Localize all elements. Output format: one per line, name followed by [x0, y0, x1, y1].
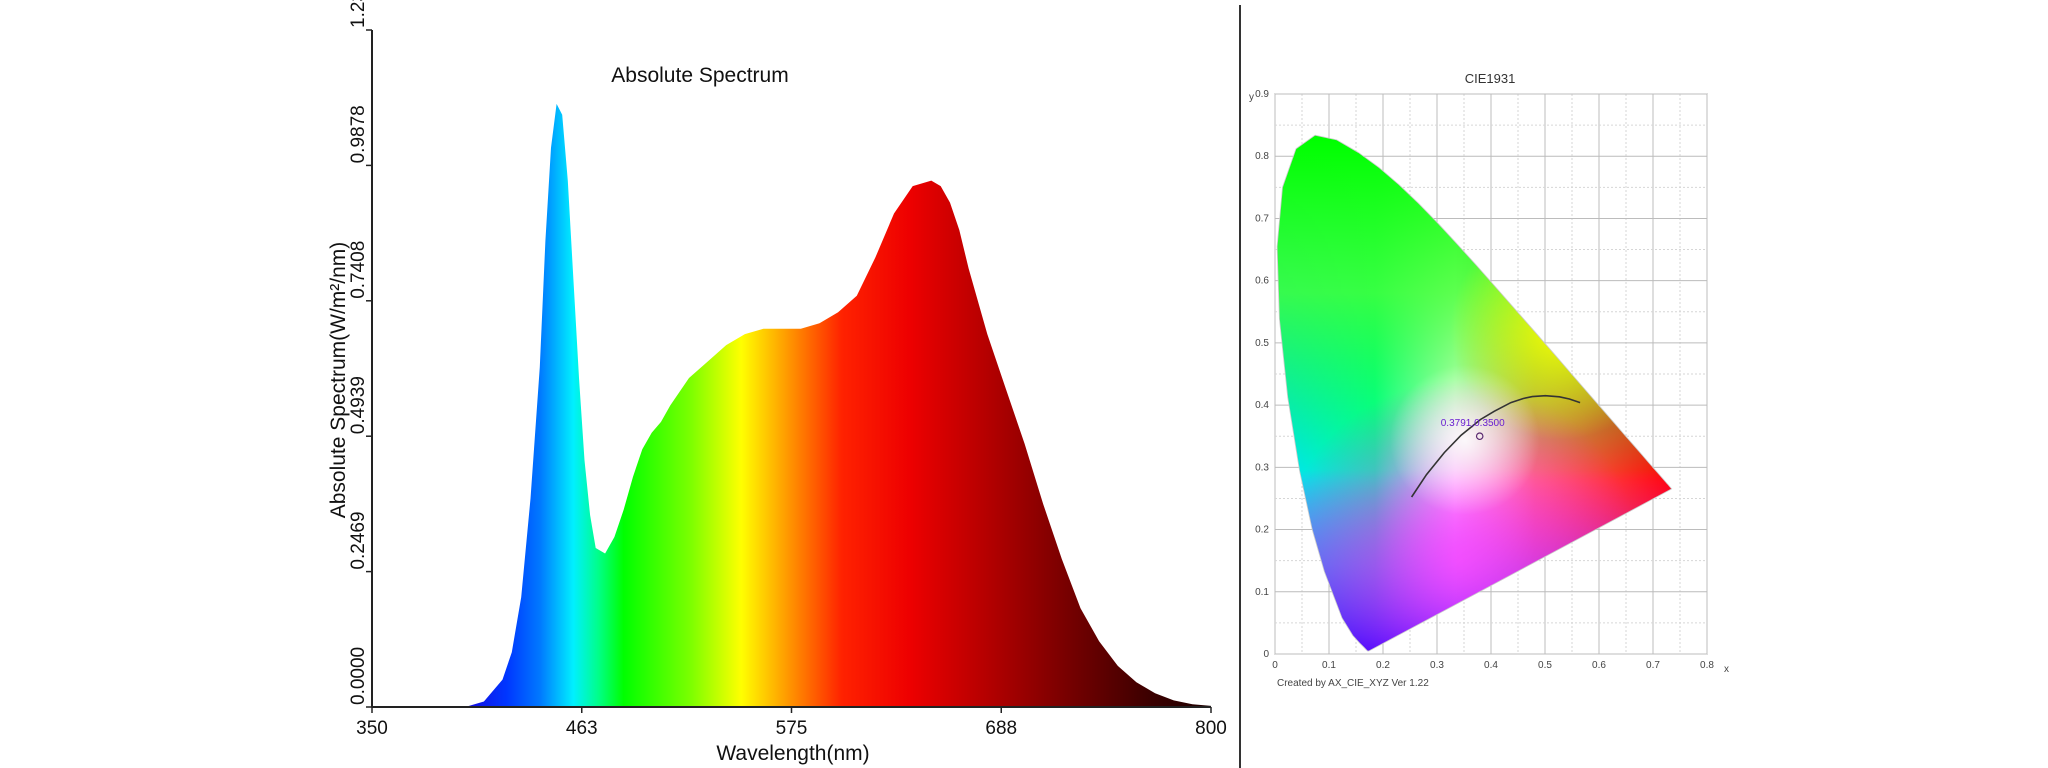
spectrum-area [372, 103, 1211, 707]
spectrum-title: Absolute Spectrum [611, 64, 788, 87]
cie-x-ticks: 0 0.1 0.2 0.3 0.4 0.5 0.6 0.7 0.8 [1272, 660, 1714, 671]
spectrum-y-tick-label: 0.7408 [348, 241, 369, 299]
cie-point-label: 0.3791,0.3500 [1441, 418, 1505, 429]
spectrum-y-tick-label: 0.2469 [348, 511, 369, 569]
cie-planckian-locus [1410, 394, 1581, 498]
absolute-spectrum-chart: Absolute Spectrum 350 463 575 688 800 0.0000… [327, 0, 1227, 765]
spectrum-y-axis-label: Absolute Spectrum(W/m²/nm) [327, 242, 350, 519]
spectrum-y-tick-label: 1.2347 [348, 0, 369, 28]
cie-x-tick-label: 0.1 [1322, 660, 1336, 671]
cie-x-tick-label: 0.3 [1430, 660, 1444, 671]
cie-x-tick-label: 0.6 [1592, 660, 1606, 671]
spectrum-y-ticks: 0.0000 0.2469 0.4939 0.7408 0.9878 1.2347 [348, 0, 372, 708]
cie-y-axis-label: y [1249, 92, 1254, 103]
cie-x-axis-label: x [1724, 664, 1729, 675]
cie-x-tick-label: 0 [1272, 660, 1278, 671]
cie-y-ticks: 0 0.1 0.2 0.3 0.4 0.5 0.6 0.7 0.8 0.9 [1255, 89, 1269, 660]
cie-y-tick-label: 0.3 [1255, 462, 1269, 473]
spectrum-y-tick-label: 0.9878 [348, 105, 369, 163]
spectrum-x-tick-label: 688 [985, 718, 1017, 739]
cie-y-tick-label: 0 [1263, 649, 1269, 660]
cie-y-tick-label: 0.1 [1255, 587, 1269, 598]
cie-y-tick-label: 0.2 [1255, 525, 1269, 536]
spectrum-x-tick-label: 463 [566, 718, 598, 739]
spectrum-x-tick-label: 350 [356, 718, 388, 739]
cie-spectral-locus [1276, 134, 1673, 652]
cie-y-tick-label: 0.6 [1255, 276, 1269, 287]
spectrum-y-tick-label: 0.0000 [348, 647, 369, 705]
spectrum-x-ticks: 350 463 575 688 800 [356, 707, 1227, 739]
cie-x-tick-label: 0.8 [1700, 660, 1714, 671]
spectrum-y-tick-label: 0.4939 [348, 376, 369, 434]
cie-x-tick-label: 0.2 [1376, 660, 1390, 671]
cie-y-tick-label: 0.4 [1255, 400, 1269, 411]
cie-footer: Created by AX_CIE_XYZ Ver 1.22 [1277, 678, 1429, 689]
cie-x-tick-label: 0.7 [1646, 660, 1660, 671]
cie-y-tick-label: 0.5 [1255, 338, 1269, 349]
cie-x-tick-label: 0.4 [1484, 660, 1498, 671]
cie-x-tick-label: 0.5 [1538, 660, 1552, 671]
spectrum-x-tick-label: 800 [1195, 718, 1227, 739]
cie-chromaticity-point [1475, 432, 1484, 441]
cie-y-tick-label: 0.8 [1255, 151, 1269, 162]
spectrum-x-axis-label: Wavelength(nm) [716, 742, 869, 765]
cie-title: CIE1931 [1465, 71, 1516, 86]
spectrum-x-tick-label: 575 [776, 718, 808, 739]
cie1931-chart: CIE1931 0.3791,0.3500 0 0.1 0.2 0.3 0.4 0.5 0.… [1249, 71, 1729, 689]
cie-y-tick-label: 0.9 [1255, 89, 1269, 100]
cie-y-tick-label: 0.7 [1255, 213, 1269, 224]
